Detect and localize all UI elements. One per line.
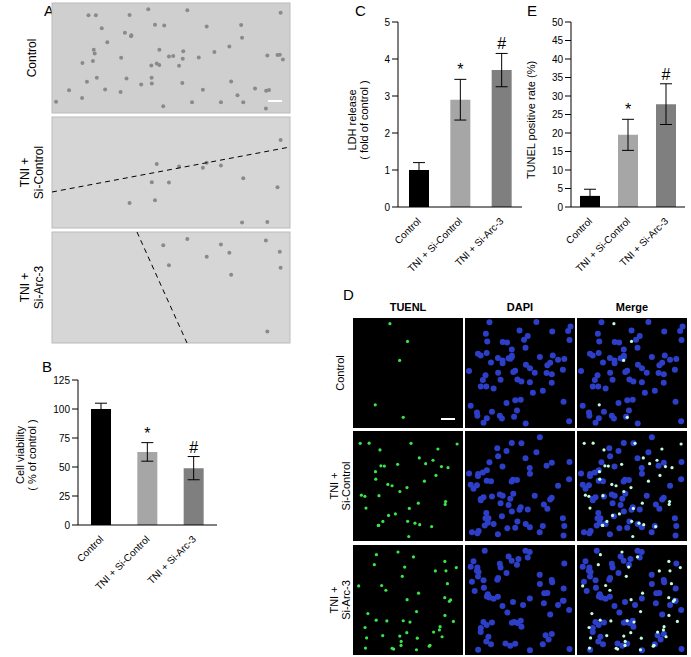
svg-text:LDH release( fold of control ): LDH release( fold of control ) bbox=[346, 80, 371, 159]
svg-text:TUENL: TUENL bbox=[390, 301, 427, 313]
svg-text:40: 40 bbox=[552, 54, 564, 65]
svg-text:E: E bbox=[527, 2, 537, 19]
svg-text:Control: Control bbox=[392, 215, 423, 246]
svg-text:D: D bbox=[343, 286, 354, 303]
svg-text:50: 50 bbox=[59, 462, 71, 473]
svg-text:Control: Control bbox=[334, 355, 346, 390]
svg-text:TNI + Si-Control: TNI + Si-Control bbox=[406, 215, 465, 274]
svg-text:Control: Control bbox=[564, 215, 595, 246]
svg-text:TNI +Si-Arc-3: TNI +Si-Arc-3 bbox=[18, 266, 46, 310]
svg-text:*: * bbox=[457, 61, 463, 78]
svg-text:B: B bbox=[42, 358, 52, 375]
svg-text:*: * bbox=[625, 101, 631, 118]
svg-text:TNI + Si-Control: TNI + Si-Control bbox=[573, 215, 633, 275]
svg-text:100: 100 bbox=[53, 404, 70, 415]
svg-text:DAPI: DAPI bbox=[507, 301, 533, 313]
svg-text:Cell viability( % of control ): Cell viability( % of control ) bbox=[14, 419, 39, 491]
svg-text:3: 3 bbox=[384, 91, 390, 102]
svg-text:0: 0 bbox=[557, 202, 563, 213]
svg-text:TUNEL positive rate (%): TUNEL positive rate (%) bbox=[525, 61, 537, 179]
svg-text:0: 0 bbox=[384, 202, 390, 213]
svg-text:0: 0 bbox=[64, 520, 70, 531]
svg-text:*: * bbox=[144, 425, 150, 442]
svg-text:TNI + Si-Arc-3: TNI + Si-Arc-3 bbox=[145, 533, 198, 586]
svg-text:125: 125 bbox=[53, 375, 70, 386]
svg-text:#: # bbox=[662, 66, 671, 83]
svg-text:4: 4 bbox=[384, 54, 390, 65]
svg-text:5: 5 bbox=[557, 183, 563, 194]
svg-text:45: 45 bbox=[552, 35, 564, 46]
svg-text:A: A bbox=[44, 2, 54, 19]
svg-text:Merge: Merge bbox=[616, 301, 648, 313]
svg-text:TNI +Si-Control: TNI +Si-Control bbox=[18, 146, 46, 199]
svg-text:10: 10 bbox=[552, 165, 564, 176]
svg-text:Control: Control bbox=[75, 533, 106, 564]
svg-text:35: 35 bbox=[552, 72, 564, 83]
svg-text:#: # bbox=[189, 439, 198, 456]
svg-text:TNI + Si-Arc-3: TNI + Si-Arc-3 bbox=[617, 215, 670, 268]
svg-text:TNI + Si-Control: TNI + Si-Control bbox=[93, 533, 152, 592]
svg-text:20: 20 bbox=[552, 128, 564, 139]
svg-text:Control: Control bbox=[25, 39, 39, 78]
svg-text:75: 75 bbox=[59, 433, 71, 444]
svg-text:30: 30 bbox=[552, 91, 564, 102]
svg-text:25: 25 bbox=[59, 491, 71, 502]
svg-text:15: 15 bbox=[552, 146, 564, 157]
svg-text:TNI + Si-Arc-3: TNI + Si-Arc-3 bbox=[453, 215, 506, 268]
svg-text:TNI +Si-Arc-3: TNI +Si-Arc-3 bbox=[328, 580, 353, 620]
svg-text:#: # bbox=[497, 35, 506, 52]
svg-text:TNI +Si-Control: TNI +Si-Control bbox=[328, 462, 353, 511]
svg-text:2: 2 bbox=[384, 128, 390, 139]
svg-text:1: 1 bbox=[384, 165, 390, 176]
svg-text:5: 5 bbox=[384, 17, 390, 28]
svg-text:25: 25 bbox=[552, 109, 564, 120]
svg-text:50: 50 bbox=[552, 17, 564, 28]
svg-text:C: C bbox=[355, 2, 366, 19]
